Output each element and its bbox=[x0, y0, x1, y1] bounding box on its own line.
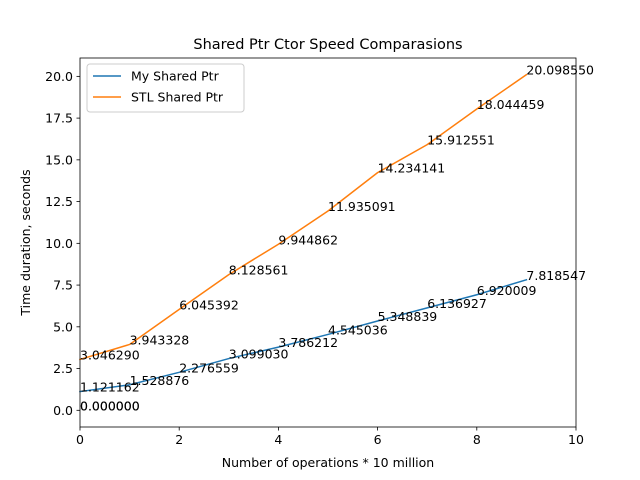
x-tick-label: 8 bbox=[473, 432, 481, 447]
y-tick-label: 0.0 bbox=[53, 403, 73, 418]
data-label: 4.545036 bbox=[328, 322, 388, 337]
annotation: 0.000000 bbox=[80, 398, 140, 413]
x-tick-label: 10 bbox=[568, 432, 584, 447]
chart-title: Shared Ptr Ctor Speed Comparasions bbox=[193, 37, 462, 53]
y-tick-label: 5.0 bbox=[53, 319, 73, 334]
data-label: 8.128561 bbox=[229, 263, 289, 278]
y-tick-label: 10.0 bbox=[45, 236, 73, 251]
data-label: 11.935091 bbox=[328, 199, 396, 214]
data-label: 18.044459 bbox=[477, 97, 545, 112]
x-axis: 0 2 4 6 8 10 bbox=[76, 427, 584, 447]
plot-frame bbox=[79, 57, 577, 428]
data-label: 15.912551 bbox=[427, 133, 495, 148]
y-axis-label: Time duration, seconds bbox=[18, 169, 33, 316]
data-label: 7.818547 bbox=[526, 268, 586, 283]
data-label: 3.943328 bbox=[130, 332, 190, 347]
x-tick-label: 6 bbox=[374, 432, 382, 447]
y-tick-label: 15.0 bbox=[45, 152, 73, 167]
x-tick-label: 2 bbox=[175, 432, 183, 447]
legend-label-stl-shared-ptr: STL Shared Ptr bbox=[131, 90, 224, 105]
x-tick-label: 0 bbox=[76, 432, 84, 447]
data-label: 1.121162 bbox=[80, 380, 140, 395]
data-label: 6.920009 bbox=[477, 283, 537, 298]
data-label: 3.786212 bbox=[278, 335, 338, 350]
x-tick-label: 4 bbox=[274, 432, 282, 447]
y-tick-label: 2.5 bbox=[53, 361, 73, 376]
data-label: 1.528876 bbox=[130, 373, 190, 388]
annotation: 0.000000 bbox=[80, 398, 140, 413]
data-label: 3.099030 bbox=[229, 347, 289, 362]
data-label: 3.046290 bbox=[80, 347, 140, 362]
legend-label-my-shared-ptr: My Shared Ptr bbox=[131, 69, 220, 84]
plot-content: 1.1211621.5288762.2765593.0990303.786212… bbox=[79, 63, 594, 413]
series-line-1 bbox=[79, 73, 528, 361]
data-label: 2.276559 bbox=[179, 360, 239, 375]
y-tick-label: 7.5 bbox=[53, 278, 73, 293]
x-axis-label: Number of operations * 10 million bbox=[222, 455, 434, 470]
y-tick-label: 12.5 bbox=[45, 194, 73, 209]
y-axis: 0.0 2.5 5.0 7.5 10.0 12.5 15.0 17.5 20.0 bbox=[45, 69, 80, 418]
y-tick-label: 20.0 bbox=[45, 69, 73, 84]
legend-box bbox=[86, 63, 245, 113]
data-label: 5.348839 bbox=[378, 309, 438, 324]
series-line-0 bbox=[79, 278, 528, 393]
data-label: 9.944862 bbox=[278, 232, 338, 247]
y-tick-label: 17.5 bbox=[45, 111, 73, 126]
data-label: 6.045392 bbox=[179, 297, 239, 312]
data-label: 20.098550 bbox=[526, 63, 594, 78]
legend: My Shared Ptr STL Shared Ptr bbox=[86, 63, 245, 113]
data-label: 6.136927 bbox=[427, 296, 487, 311]
data-label: 14.234141 bbox=[378, 161, 446, 176]
